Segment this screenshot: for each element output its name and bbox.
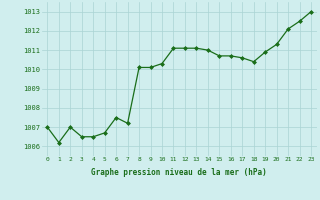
X-axis label: Graphe pression niveau de la mer (hPa): Graphe pression niveau de la mer (hPa) — [91, 168, 267, 177]
